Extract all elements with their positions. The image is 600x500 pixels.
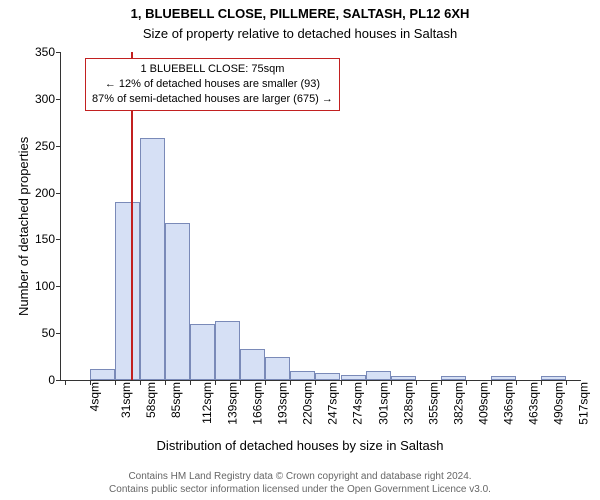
x-tick-label: 139sqm [226, 382, 240, 425]
x-tick-mark [391, 380, 392, 385]
plot-area: 0501001502002503003504sqm31sqm58sqm85sqm… [60, 52, 581, 381]
histogram-bar [441, 376, 466, 380]
chart-title-line1: 1, BLUEBELL CLOSE, PILLMERE, SALTASH, PL… [0, 6, 600, 21]
x-tick-mark [290, 380, 291, 385]
histogram-bar [341, 375, 366, 380]
x-tick-label: 31sqm [119, 382, 133, 418]
x-tick-label: 328sqm [401, 382, 415, 425]
x-tick-label: 193sqm [276, 382, 290, 425]
histogram-bar [541, 376, 566, 380]
info-line2: ← 12% of detached houses are smaller (93… [92, 77, 333, 92]
x-tick-mark [90, 380, 91, 385]
info-line3: 87% of semi-detached houses are larger (… [92, 92, 333, 107]
x-tick-mark [115, 380, 116, 385]
x-tick-mark [315, 380, 316, 385]
info-box: 1 BLUEBELL CLOSE: 75sqm← 12% of detached… [85, 58, 340, 111]
x-tick-mark [466, 380, 467, 385]
histogram-bar [240, 349, 265, 380]
x-tick-mark [190, 380, 191, 385]
x-tick-mark [165, 380, 166, 385]
y-axis-label: Number of detached properties [16, 137, 31, 316]
histogram-bar [215, 321, 240, 380]
y-tick-mark [56, 146, 61, 147]
y-tick-mark [56, 99, 61, 100]
x-tick-label: 247sqm [326, 382, 340, 425]
x-tick-label: 220sqm [301, 382, 315, 425]
x-tick-mark [215, 380, 216, 385]
x-tick-mark [341, 380, 342, 385]
x-tick-label: 382sqm [451, 382, 465, 425]
x-tick-label: 274sqm [351, 382, 365, 425]
x-tick-mark [541, 380, 542, 385]
x-tick-label: 301sqm [376, 382, 390, 425]
y-tick-mark [56, 333, 61, 334]
x-tick-label: 166sqm [251, 382, 265, 425]
x-tick-label: 409sqm [476, 382, 490, 425]
histogram-bar [315, 373, 340, 380]
x-tick-mark [240, 380, 241, 385]
x-tick-label: 490sqm [552, 382, 566, 425]
x-tick-label: 112sqm [200, 382, 214, 424]
x-tick-label: 355sqm [426, 382, 440, 425]
x-tick-label: 85sqm [169, 382, 183, 418]
histogram-bar [165, 223, 190, 380]
y-tick-mark [56, 286, 61, 287]
histogram-bar [290, 371, 315, 380]
y-tick-mark [56, 380, 61, 381]
histogram-bar [190, 324, 215, 380]
x-tick-mark [140, 380, 141, 385]
copyright-text: Contains HM Land Registry data © Crown c… [0, 470, 600, 496]
x-tick-mark [65, 380, 66, 385]
histogram-bar [90, 369, 115, 380]
x-tick-label: 4sqm [87, 382, 101, 411]
copyright-line2: Contains public sector information licen… [0, 483, 600, 496]
y-tick-mark [56, 193, 61, 194]
x-tick-label: 436sqm [502, 382, 516, 425]
x-tick-mark [516, 380, 517, 385]
y-tick-mark [56, 239, 61, 240]
info-line1: 1 BLUEBELL CLOSE: 75sqm [92, 62, 333, 77]
x-tick-mark [416, 380, 417, 385]
x-tick-label: 517sqm [577, 382, 591, 425]
x-axis-label: Distribution of detached houses by size … [0, 438, 600, 453]
histogram-bar [265, 357, 290, 380]
histogram-bar [491, 376, 516, 380]
y-tick-mark [56, 52, 61, 53]
copyright-line1: Contains HM Land Registry data © Crown c… [0, 470, 600, 483]
histogram-bar [391, 376, 416, 380]
x-tick-label: 463sqm [527, 382, 541, 425]
histogram-bar [140, 138, 165, 380]
x-tick-mark [265, 380, 266, 385]
x-tick-mark [566, 380, 567, 385]
x-tick-label: 58sqm [144, 382, 158, 418]
x-tick-mark [366, 380, 367, 385]
x-tick-mark [441, 380, 442, 385]
histogram-bar [366, 371, 391, 380]
x-tick-mark [491, 380, 492, 385]
histogram-chart: 1, BLUEBELL CLOSE, PILLMERE, SALTASH, PL… [0, 0, 600, 500]
histogram-bar [115, 202, 140, 380]
chart-title-line2: Size of property relative to detached ho… [0, 26, 600, 41]
